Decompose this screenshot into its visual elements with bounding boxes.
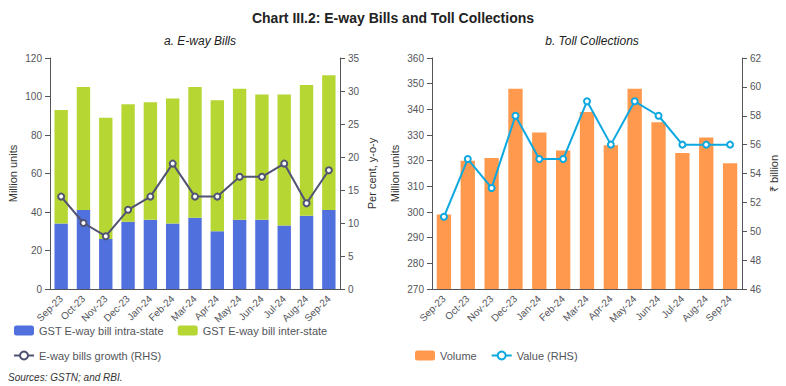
svg-text:0: 0	[36, 284, 42, 295]
svg-text:320: 320	[407, 155, 424, 166]
svg-text:Jul-24: Jul-24	[659, 293, 687, 321]
svg-text:Dec-23: Dec-23	[101, 293, 132, 324]
svg-text:340: 340	[407, 104, 424, 115]
svg-text:300: 300	[407, 207, 424, 218]
svg-text:Mar-24: Mar-24	[561, 293, 591, 323]
svg-text:10: 10	[348, 218, 360, 229]
svg-text:Oct-23: Oct-23	[58, 293, 88, 323]
svg-text:25: 25	[348, 119, 360, 130]
svg-text:35: 35	[348, 53, 360, 64]
svg-text:b. Toll Collections: b. Toll Collections	[545, 34, 639, 48]
svg-text:20: 20	[31, 245, 43, 256]
svg-text:Aug-24: Aug-24	[679, 293, 711, 324]
svg-text:Sep-24: Sep-24	[703, 293, 734, 324]
svg-text:80: 80	[31, 130, 43, 141]
svg-text:5: 5	[348, 251, 354, 262]
svg-text:May-24: May-24	[212, 293, 244, 325]
svg-text:40: 40	[31, 207, 43, 218]
svg-text:350: 350	[407, 78, 424, 89]
svg-text:GST E-way bill intra-state: GST E-way bill intra-state	[39, 325, 164, 337]
svg-text:Jan-24: Jan-24	[513, 293, 544, 323]
svg-text:60: 60	[31, 168, 43, 179]
svg-text:Jul-24: Jul-24	[261, 293, 289, 321]
svg-text:Jun-24: Jun-24	[633, 293, 663, 323]
svg-text:58: 58	[750, 110, 762, 121]
svg-text:Apr-24: Apr-24	[585, 293, 615, 323]
svg-text:30: 30	[348, 86, 360, 97]
svg-text:52: 52	[750, 197, 762, 208]
svg-text:Per cent, y-o-y: Per cent, y-o-y	[366, 137, 378, 209]
svg-text:Aug-24: Aug-24	[279, 293, 311, 324]
svg-text:Sep-24: Sep-24	[302, 293, 333, 324]
svg-text:20: 20	[348, 152, 360, 163]
svg-text:0: 0	[348, 284, 354, 295]
svg-text:Sources: GSTN; and RBI.: Sources: GSTN; and RBI.	[8, 372, 123, 383]
svg-text:Feb-24: Feb-24	[536, 293, 567, 324]
svg-text:46: 46	[750, 284, 762, 295]
svg-text:₹ billion: ₹ billion	[768, 155, 780, 192]
svg-text:Sep-23: Sep-23	[34, 293, 65, 324]
svg-text:Chart III.2: E-way Bills and T: Chart III.2: E-way Bills and Toll Collec…	[252, 10, 534, 26]
svg-text:a. E-way Bills: a. E-way Bills	[164, 34, 236, 48]
svg-text:Mar-24: Mar-24	[169, 293, 199, 323]
svg-text:Million units: Million units	[7, 144, 19, 202]
svg-text:Dec-23: Dec-23	[489, 293, 520, 324]
svg-text:54: 54	[750, 168, 762, 179]
svg-text:48: 48	[750, 255, 762, 266]
svg-text:E-way bills growth (RHS): E-way bills growth (RHS)	[39, 350, 161, 362]
svg-text:100: 100	[25, 91, 42, 102]
svg-text:May-24: May-24	[607, 293, 639, 325]
svg-text:Nov-23: Nov-23	[79, 293, 110, 324]
svg-text:Million units: Million units	[389, 144, 401, 202]
svg-text:Jan-24: Jan-24	[124, 293, 155, 323]
svg-text:Sep-23: Sep-23	[417, 293, 448, 324]
svg-text:56: 56	[750, 139, 762, 150]
svg-text:280: 280	[407, 258, 424, 269]
svg-text:330: 330	[407, 130, 424, 141]
svg-text:62: 62	[750, 53, 762, 64]
svg-text:310: 310	[407, 181, 424, 192]
svg-text:Value (RHS): Value (RHS)	[517, 350, 578, 362]
svg-text:60: 60	[750, 81, 762, 92]
svg-text:Nov-23: Nov-23	[465, 293, 496, 324]
svg-text:290: 290	[407, 232, 424, 243]
svg-text:Volume: Volume	[440, 350, 477, 362]
svg-text:Feb-24: Feb-24	[146, 293, 177, 324]
svg-text:15: 15	[348, 185, 360, 196]
svg-text:Apr-24: Apr-24	[192, 293, 222, 323]
svg-text:270: 270	[407, 284, 424, 295]
svg-text:Oct-23: Oct-23	[442, 293, 472, 323]
svg-text:Jun-24: Jun-24	[236, 293, 266, 323]
svg-text:GST E-way bill inter-state: GST E-way bill inter-state	[203, 325, 328, 337]
svg-text:50: 50	[750, 226, 762, 237]
svg-text:120: 120	[25, 53, 42, 64]
svg-text:360: 360	[407, 53, 424, 64]
